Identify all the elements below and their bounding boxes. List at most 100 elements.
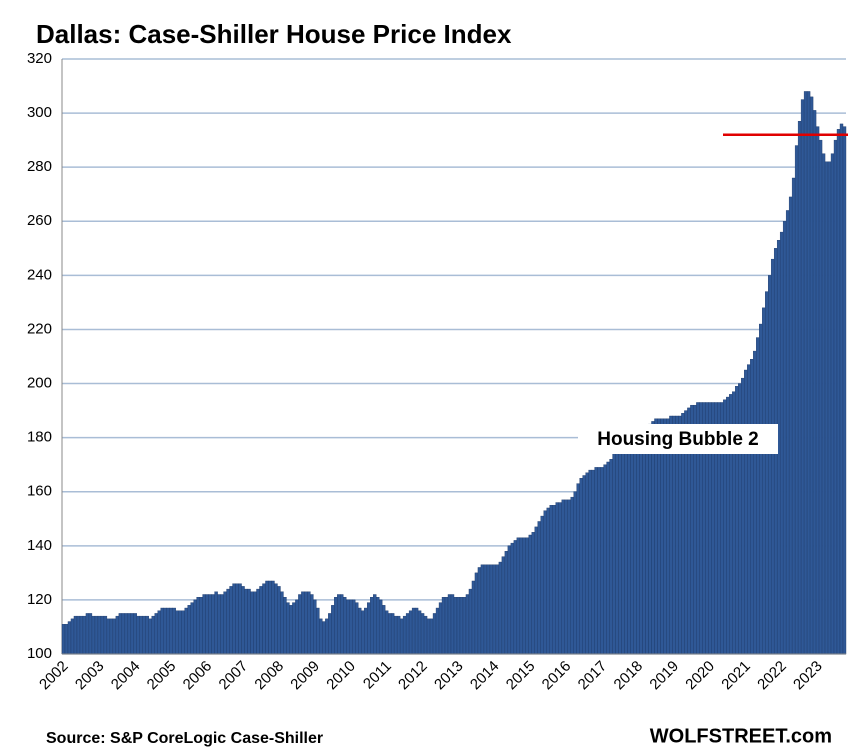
bar [115, 615, 120, 655]
chart-title: Dallas: Case-Shiller House Price Index [36, 19, 512, 49]
bar [205, 594, 209, 655]
bar [483, 564, 488, 655]
x-tick-label: 2010 [323, 658, 359, 694]
bar [537, 521, 541, 655]
bar [800, 99, 805, 655]
bar [181, 610, 185, 655]
bar [839, 123, 844, 655]
bar [268, 580, 272, 655]
bar [370, 597, 374, 655]
bar [390, 613, 395, 655]
bar [211, 594, 215, 655]
bar [283, 597, 287, 655]
bar [501, 556, 506, 655]
bar [274, 583, 278, 655]
bar [510, 542, 515, 655]
bar [543, 510, 547, 655]
bar [103, 615, 108, 655]
bar [220, 594, 224, 655]
bars [61, 91, 847, 655]
bar [247, 588, 251, 655]
bar [753, 350, 757, 655]
bar [289, 605, 293, 655]
bar [172, 607, 176, 655]
bar [525, 537, 530, 655]
bar [477, 567, 482, 655]
bar [770, 258, 775, 655]
bar [118, 613, 123, 655]
bar [175, 610, 179, 655]
bar [346, 599, 350, 655]
bar [313, 599, 317, 655]
bar [639, 434, 643, 655]
bar [79, 615, 84, 655]
bar [468, 588, 473, 655]
bar [516, 537, 521, 655]
bar [64, 624, 69, 655]
bar [405, 613, 410, 655]
bar [301, 591, 305, 655]
bar [355, 602, 359, 655]
bar [199, 597, 203, 655]
bar [797, 121, 802, 655]
bar [788, 196, 793, 655]
bar [214, 591, 218, 655]
x-tick-label: 2014 [467, 658, 503, 694]
y-tick-label: 140 [27, 537, 52, 554]
bar [88, 613, 93, 655]
bar [762, 307, 766, 655]
bar [97, 615, 102, 655]
bar [803, 91, 808, 655]
bar [169, 607, 173, 655]
bar [447, 594, 452, 655]
bar [163, 607, 167, 655]
bar [106, 618, 111, 655]
bar [232, 583, 236, 655]
bar [498, 561, 503, 655]
bar [277, 586, 281, 655]
bar [480, 564, 485, 655]
bar [253, 591, 257, 655]
bar [325, 618, 329, 655]
bar [259, 586, 263, 655]
bar [432, 613, 437, 655]
bar [591, 469, 595, 655]
bar [651, 421, 655, 655]
bar [121, 613, 126, 655]
bar [109, 618, 114, 655]
bar [133, 613, 138, 655]
bar [307, 591, 311, 655]
bar [741, 377, 745, 655]
bar [100, 615, 105, 655]
bar [573, 491, 577, 655]
bar [492, 564, 497, 655]
x-tick-label: 2011 [360, 658, 395, 693]
bar [821, 153, 826, 655]
bar [594, 467, 598, 655]
bar [465, 594, 470, 655]
bar [474, 572, 479, 655]
bar [750, 359, 754, 655]
bar [489, 564, 494, 655]
x-tick-label: 2004 [108, 658, 144, 694]
bar [178, 610, 182, 655]
bar [747, 364, 751, 655]
bar [408, 610, 413, 655]
bar [633, 437, 637, 655]
bar [453, 597, 458, 655]
bar [82, 615, 87, 655]
x-tick-label: 2019 [646, 658, 682, 694]
bar [570, 496, 574, 655]
bar [531, 532, 535, 655]
bar [830, 153, 835, 655]
bar [495, 564, 500, 655]
bar [513, 540, 518, 655]
bar [265, 580, 269, 655]
bar [375, 597, 380, 655]
bar [411, 607, 416, 655]
bar [229, 586, 233, 655]
bar [262, 583, 266, 655]
bar [756, 337, 760, 655]
bar [782, 221, 787, 655]
